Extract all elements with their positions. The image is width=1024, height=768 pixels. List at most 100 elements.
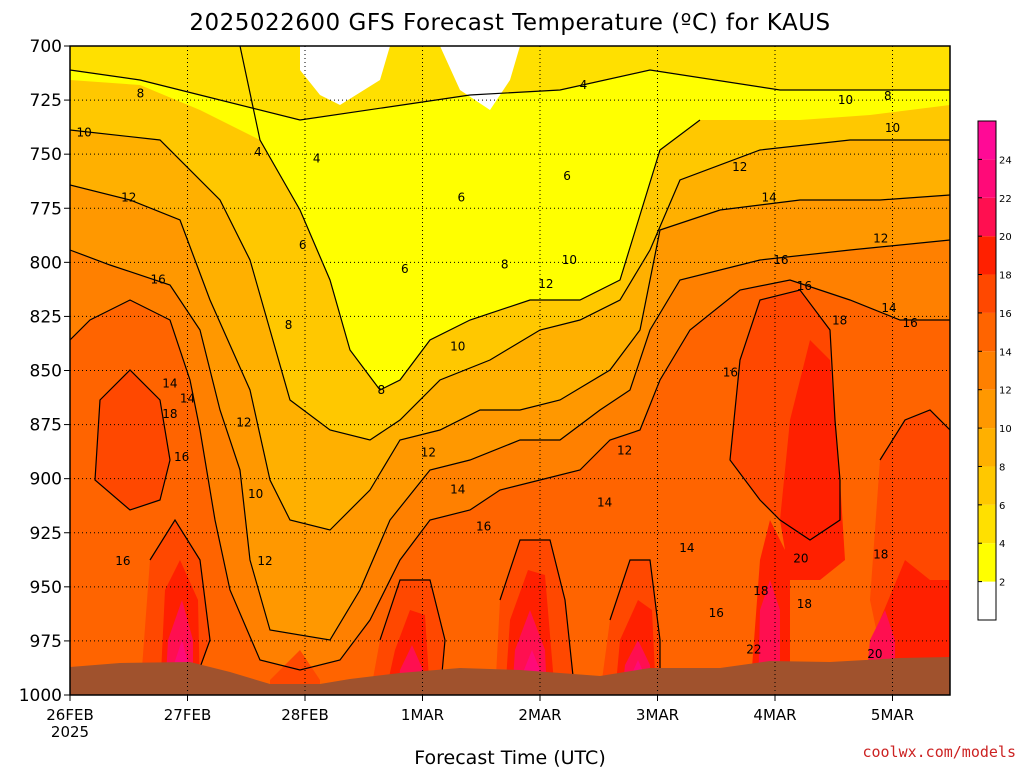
colorbar-tick-label: 6	[999, 501, 1005, 512]
y-tick-label: 800	[30, 253, 62, 273]
contour-label: 10	[885, 121, 900, 135]
colorbar-frame	[977, 120, 997, 621]
colorbar-swatch	[978, 466, 996, 505]
y-tick-label: 975	[30, 632, 62, 652]
contour-label: 10	[838, 93, 853, 107]
contour-label: 10	[76, 126, 91, 140]
y-tick-label: 950	[30, 578, 62, 598]
x-tick-label: 5MAR	[871, 706, 914, 724]
contour-label: 4	[313, 151, 321, 165]
contour-label: 14	[761, 190, 776, 204]
contour-label: 20	[793, 552, 808, 566]
contour-label: 14	[162, 376, 177, 390]
colorbar-tick-label: 20	[999, 232, 1012, 243]
colorbar-tick-label: 22	[999, 194, 1012, 205]
y-tick-label: 925	[30, 524, 62, 544]
y-tick-label: 775	[30, 199, 62, 219]
contour-label: 14	[597, 495, 612, 509]
y-tick-label: 750	[30, 145, 62, 165]
contour-label: 6	[563, 169, 571, 183]
contour-label: 12	[236, 415, 251, 429]
contour-label: 8	[501, 257, 509, 271]
colorbar-swatch	[978, 159, 996, 198]
contour-label: 16	[723, 366, 738, 380]
x-tick-label: 3MAR	[636, 706, 679, 724]
colorbar-swatch	[978, 121, 996, 160]
chart-title: 2025022600 GFS Forecast Temperature (ºC)…	[189, 10, 830, 36]
contour-label: 16	[150, 273, 165, 287]
contour-label: 12	[617, 444, 632, 458]
y-tick-label: 900	[30, 470, 62, 490]
x-tick-label: 26FEB	[46, 706, 93, 724]
colorbar-tick-label: 8	[999, 462, 1005, 473]
colorbar-tick-label: 2	[999, 578, 1005, 589]
contour-label: 16	[709, 606, 724, 620]
contour-label: 18	[797, 597, 812, 611]
colorbar-swatch	[978, 197, 996, 237]
contour-label: 10	[562, 253, 577, 267]
x-tick-label: 4MAR	[753, 706, 796, 724]
contour-label: 20	[867, 647, 882, 661]
contour-label: 18	[832, 314, 847, 328]
contour-label: 18	[753, 584, 768, 598]
temperature-field: 8 10 12 16 14 18 14 16 16 12 10 12 4 4 6 8 6 8 12 14 16 10 6 8 6…	[70, 46, 950, 695]
x-tick-label: 27FEB	[164, 706, 211, 724]
y-tick-label: 875	[30, 416, 62, 436]
contour-label: 4	[254, 145, 262, 159]
contour-label: 12	[732, 160, 747, 174]
colorbar-tick-label: 12	[999, 386, 1012, 397]
x-tick-label: 2MAR	[518, 706, 561, 724]
contour-label: 4	[580, 78, 588, 92]
x-axis-label: Forecast Time (UTC)	[414, 747, 605, 768]
colorbar-swatch	[978, 543, 996, 582]
contour-label: 14	[881, 301, 896, 315]
colorbar-tick-label: 10	[999, 424, 1012, 435]
y-tick-label: 725	[30, 91, 62, 111]
contour-label: 18	[873, 547, 888, 561]
x-tick-label: 1MAR	[401, 706, 444, 724]
contour-label: 10	[450, 340, 465, 354]
contour-label: 14	[450, 482, 465, 496]
contour-label: 6	[401, 262, 409, 276]
x-tick-label: 28FEB	[281, 706, 328, 724]
contour-label: 12	[257, 554, 272, 568]
contour-label: 16	[115, 554, 130, 568]
colorbar-swatch	[978, 351, 996, 390]
y-tick-label: 850	[30, 362, 62, 382]
contour-label: 8	[137, 87, 145, 101]
x-tick-year: 2025	[51, 723, 89, 741]
contour-label: 12	[873, 232, 888, 246]
contour-label: 18	[162, 407, 177, 421]
contour-label: 8	[378, 383, 386, 397]
contour-label: 14	[679, 541, 694, 555]
colorbar-swatch	[978, 581, 996, 620]
contour-label: 16	[476, 519, 491, 533]
contour-label: 22	[746, 643, 761, 657]
colorbar-tick-label: 14	[999, 347, 1012, 358]
contour-label: 12	[421, 446, 436, 460]
contour-label: 6	[299, 238, 307, 252]
y-tick-label: 825	[30, 307, 62, 327]
contour-label: 16	[773, 253, 788, 267]
x-axis: 26FEB 27FEB 28FEB 1MAR 2MAR 3MAR 4MAR 5MAR 2025	[46, 695, 914, 741]
contour-label: 12	[538, 277, 553, 291]
y-tick-label: 1000	[19, 686, 62, 706]
colorbar-swatch	[978, 236, 996, 275]
contour-label: 16	[174, 450, 189, 464]
colorbar-tick-label: 18	[999, 271, 1012, 282]
colorbar-swatch	[978, 312, 996, 352]
colorbar-swatch	[978, 274, 996, 313]
contour-label: 10	[248, 487, 263, 501]
contour-label: 16	[902, 316, 917, 330]
y-axis: 700 725 750 775 800 825 850 875 900 925 950 975 1000	[19, 37, 70, 706]
contour-label: 16	[797, 279, 812, 293]
gridlines	[70, 46, 950, 695]
credit-text[interactable]: coolwx.com/models	[862, 743, 1016, 761]
colorbar-swatch	[978, 504, 996, 544]
colorbar-tick-label: 24	[999, 155, 1012, 166]
contour-label: 12	[121, 190, 136, 204]
contour-label: 6	[457, 190, 465, 204]
